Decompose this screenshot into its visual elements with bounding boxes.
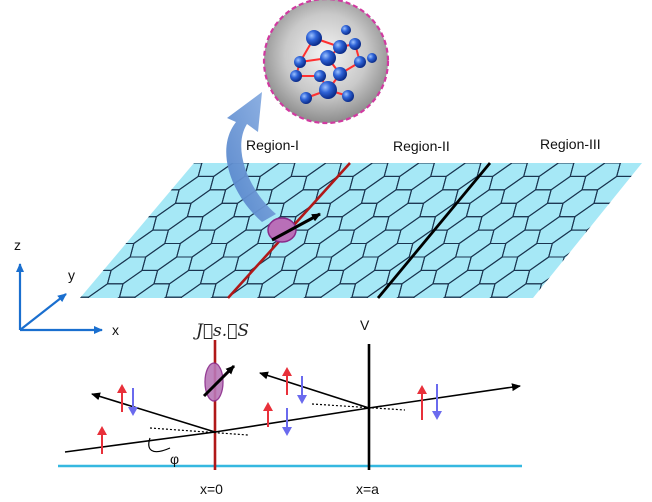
- zoom-curved-arrow: [226, 92, 276, 222]
- hexagon-cell: [464, 163, 505, 164]
- transmitted-ray-2: [368, 383, 521, 409]
- hexagon-cell: [150, 163, 191, 177]
- hexagon-cell: [388, 311, 426, 338]
- hexagon-cell: [0, 311, 7, 338]
- hexagon-cell: [105, 202, 146, 231]
- axis-y-label: y: [68, 267, 75, 283]
- interface-right-line: [376, 162, 492, 299]
- spin-up-arrow-head: [97, 426, 107, 435]
- hexagon-cell: [434, 311, 472, 338]
- hexagon-cell: [328, 296, 369, 298]
- hexagon-cell: [128, 175, 168, 204]
- hexagon-cell: [81, 175, 122, 204]
- hexagon-cell: [16, 311, 54, 338]
- spin-up-arrow-head: [117, 384, 127, 393]
- hexagon-cell: [37, 230, 75, 257]
- hexagon-cell: [421, 296, 462, 298]
- hexagon-cell: [104, 163, 145, 177]
- angle-arc: [148, 437, 171, 453]
- spin-up-arrow-head: [263, 402, 273, 411]
- hexagon-cell: [481, 311, 519, 338]
- hexagon-cell: [468, 296, 508, 298]
- hexagon-cell: [604, 163, 642, 164]
- hexagon-cell: [80, 202, 99, 231]
- axis-y-arrow: [19, 293, 67, 331]
- electron-trajectories: [64, 371, 521, 453]
- hexagon-cell: [375, 296, 415, 298]
- impurity-spin-icon: [267, 212, 321, 243]
- spin-up-arrow-head: [417, 385, 427, 394]
- hexagon-cell: [325, 163, 365, 164]
- spin-down-arrow-head: [282, 427, 292, 436]
- hexagon-cell: [282, 296, 322, 298]
- reflected-ray: [91, 392, 216, 433]
- potential-label: V: [360, 317, 370, 333]
- transmitted-ray-1: [214, 407, 370, 433]
- hexagon-cell: [93, 189, 134, 218]
- region-1-label: Region-I: [246, 137, 299, 153]
- incident-ray: [64, 431, 216, 453]
- reflected-ray-2: [259, 371, 370, 409]
- interface-right-label: x=a: [356, 481, 379, 497]
- hexagon-cell: [62, 311, 100, 338]
- hexagon-cell: [155, 311, 193, 338]
- hexagon-cell: [248, 311, 286, 338]
- hexagon-cell: [80, 216, 111, 245]
- hexagon-cell: [27, 270, 65, 297]
- exchange-term-label: J⃗s.⃗S: [193, 321, 249, 341]
- spin-down-arrow-head: [128, 407, 138, 416]
- region-2-label: Region-II: [393, 138, 450, 154]
- region-3-label: Region-III: [540, 136, 601, 152]
- hexagon-cell: [80, 256, 100, 285]
- spin-down-arrow-head: [297, 395, 307, 404]
- impurity-spin-icon-lower: [202, 362, 236, 402]
- spin-arrows: [97, 367, 442, 454]
- hexagon-cell: [38, 284, 76, 311]
- hexagon-cell: [295, 311, 333, 338]
- hexagon-cell: [185, 163, 226, 164]
- axis-z-label: z: [14, 237, 21, 253]
- hexagon-cell: [96, 296, 136, 298]
- normal-dotted-left: [149, 427, 249, 436]
- angle-label: φ: [170, 451, 179, 467]
- magnetic-molecule-icon: [262, 0, 390, 125]
- normal-dotted-right: [311, 403, 406, 411]
- hexagon-cell: [139, 163, 179, 164]
- axis-x-label: x: [112, 322, 119, 338]
- graphene-sheet: [0, 162, 642, 338]
- sheet-background: [80, 163, 642, 298]
- interface-left-label: x=0: [200, 481, 223, 497]
- hexagon-cell: [82, 229, 123, 258]
- hexagon-cell: [235, 296, 276, 298]
- hexagon-cell: [116, 163, 157, 191]
- hexagon-cell: [0, 284, 30, 311]
- spin-down-arrow-head: [432, 411, 442, 420]
- hexagon-cell: [80, 296, 90, 298]
- coordinate-axes: [16, 263, 103, 334]
- hexagon-cell: [142, 296, 183, 298]
- spin-up-arrow-head: [282, 367, 292, 376]
- hexagon-cell: [4, 297, 42, 324]
- hexagon-lattice: [0, 163, 642, 338]
